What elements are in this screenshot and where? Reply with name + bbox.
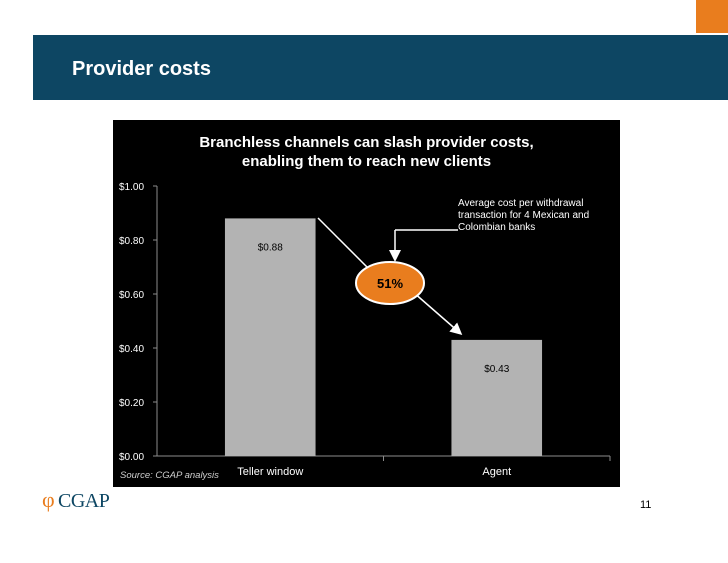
y-tick-label: $1.00: [119, 182, 144, 193]
y-tick-label: $0.80: [119, 236, 144, 247]
y-tick-label: $0.40: [119, 344, 144, 355]
page-number: 11: [640, 499, 652, 511]
y-tick-label: $0.60: [119, 290, 144, 301]
cgap-logo-text: CGAP: [58, 490, 110, 512]
source-note: Source: CGAP analysis: [120, 470, 219, 481]
bar-value-label: $0.43: [484, 364, 509, 375]
page-title: Provider costs: [72, 58, 211, 80]
callout-badge: [355, 261, 425, 305]
bar-value-label: $0.88: [258, 242, 283, 253]
y-tick-label: $0.20: [119, 398, 144, 409]
header-band: [33, 35, 728, 100]
chart-annotation: Average cost per withdrawal transaction …: [458, 198, 590, 233]
header-accent-bar: [696, 0, 728, 33]
y-tick-label: $0.00: [119, 452, 144, 463]
bar: [451, 339, 543, 456]
x-tick-label: Teller window: [237, 466, 303, 478]
cgap-logo: φ CGAP: [42, 487, 110, 512]
chart-title-line-1: Branchless channels can slash provider c…: [199, 134, 534, 151]
cgap-logo-symbol: φ: [42, 487, 55, 512]
chart-title-line-2: enabling them to reach new clients: [241, 153, 492, 170]
callout-label: 51%: [377, 276, 403, 291]
chart-title: Branchless channels can slash provider c…: [113, 133, 620, 171]
x-tick-label: Agent: [482, 466, 511, 478]
bar: [224, 218, 316, 456]
